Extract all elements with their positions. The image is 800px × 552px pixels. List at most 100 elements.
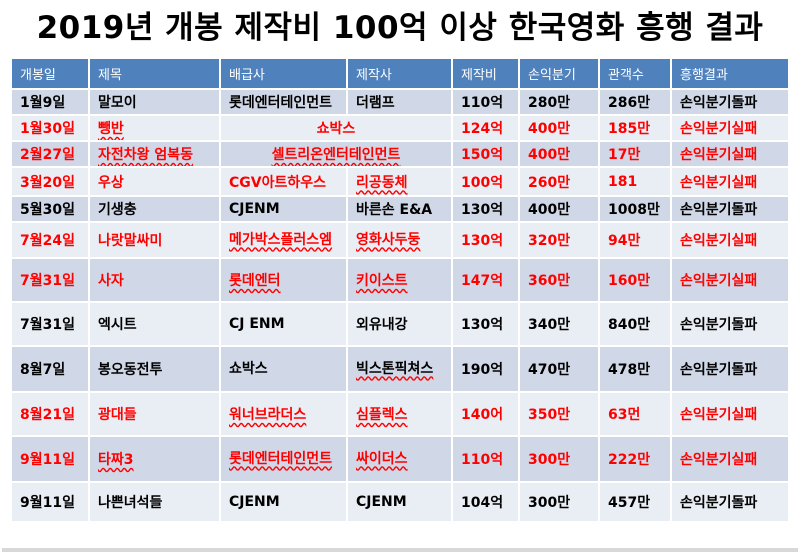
header-release-date: 개봉일 xyxy=(10,57,90,90)
cell-text: 더램프 xyxy=(356,95,395,111)
cell-text: 147억 xyxy=(461,273,504,289)
cell-result: 손익분기실패 xyxy=(670,391,790,437)
cell-title: 광대들 xyxy=(88,391,221,437)
cell-distributor: CJENM xyxy=(219,195,348,223)
cell-audience: 478만 xyxy=(598,345,672,393)
cell-text: 94만 xyxy=(608,233,641,249)
cell-text: 320만 xyxy=(528,233,571,249)
box-office-table: 개봉일 제목 배급사 제작사 제작비 손익분기 관객수 흥행결과 1월9일 말모이… xyxy=(10,57,790,523)
cell-audience: 181 xyxy=(598,166,672,197)
cell-title: 나랏말싸미 xyxy=(88,221,221,259)
cell-text: 124억 xyxy=(461,121,504,137)
cell-title: 나쁜녀석들 xyxy=(88,481,221,523)
cell-text: 손익분기실패 xyxy=(680,233,758,249)
cell-text: 63먼 xyxy=(608,407,641,423)
table-row: 1월30일 뺑반 쇼박스 124억 400만 185만 손익분기실패 xyxy=(10,114,790,142)
cell-break-even: 340만 xyxy=(518,301,600,347)
cell-release-date: 8월21일 xyxy=(10,391,90,437)
cell-text: 우상 xyxy=(98,174,124,191)
cell-result: 손익분기돌파 xyxy=(670,88,790,116)
cell-break-even: 400만 xyxy=(518,140,600,168)
cell-result: 손익분기실패 xyxy=(670,257,790,303)
cell-budget: 130억 xyxy=(451,221,520,259)
cell-producer: 더램프 xyxy=(346,88,453,116)
cell-producer: 외유내강 xyxy=(346,301,453,347)
cell-text: CGV아트하우스 xyxy=(229,174,327,191)
cell-distributor-producer: 쇼박스 xyxy=(219,114,453,142)
cell-text: 롯데엔터테인먼트 xyxy=(229,95,333,111)
table-row: 2월27일 자전차왕 엄복동 셀트리온엔터테인먼트 150억 400만 17만 손익분기실패 xyxy=(10,140,790,168)
cell-distributor: 롯데엔터테인먼트 xyxy=(219,88,348,116)
cell-audience: 160만 xyxy=(598,257,672,303)
cell-release-date: 2월27일 xyxy=(10,140,90,168)
cell-text: 400만 xyxy=(528,121,571,137)
cell-text: 150억 xyxy=(461,147,504,163)
cell-text: 손익분기돌파 xyxy=(680,317,758,333)
cell-title: 봉오동전투 xyxy=(88,345,221,393)
cell-text: 타짜3 xyxy=(98,452,134,468)
cell-text: 110억 xyxy=(461,452,504,468)
cell-text: 185만 xyxy=(608,121,651,137)
cell-text: 키이스트 xyxy=(356,273,408,289)
cell-text: 자전차왕 엄복동 xyxy=(98,147,194,163)
cell-text: 쇼박스 xyxy=(316,121,356,137)
cell-text: 1월30일 xyxy=(20,121,75,137)
cell-title: 말모이 xyxy=(88,88,221,116)
cell-distributor: 롯데엔터테인먼트 xyxy=(219,435,348,483)
cell-text: 뺑반 xyxy=(98,121,124,137)
cell-audience: 17만 xyxy=(598,140,672,168)
cell-text: 7월31일 xyxy=(20,273,75,289)
cell-text: 손익분기실패 xyxy=(680,174,758,191)
cell-result: 손익분기실패 xyxy=(670,114,790,142)
cell-text: 350만 xyxy=(528,407,571,423)
cell-producer: 싸이더스 xyxy=(346,435,453,483)
cell-text: 8월21일 xyxy=(20,407,75,423)
cell-text: 셀트리온엔터테인먼트 xyxy=(271,147,401,163)
cell-result: 손익분기실패 xyxy=(670,166,790,197)
cell-text: 360만 xyxy=(528,273,571,289)
cell-release-date: 7월31일 xyxy=(10,257,90,303)
cell-audience: 222만 xyxy=(598,435,672,483)
cell-release-date: 9월11일 xyxy=(10,435,90,483)
cell-text: 기생충 xyxy=(98,202,137,218)
cell-result: 손익분기돌파 xyxy=(670,195,790,223)
cell-budget: 150억 xyxy=(451,140,520,168)
cell-text: 롯데엔터테인먼트 xyxy=(229,450,333,467)
cell-text: 손익분기돌파 xyxy=(680,95,758,111)
cell-result: 손익분기실패 xyxy=(670,140,790,168)
cell-release-date: 3월20일 xyxy=(10,166,90,197)
cell-text: 7월31일 xyxy=(20,317,75,333)
cell-text: 400만 xyxy=(528,202,571,218)
table-row: 7월24일 나랏말싸미 메가박스플러스엠 영화사두둥 130억 320만 94만 손익분기실패 xyxy=(10,221,790,259)
cell-text: 손익분기돌파 xyxy=(680,202,758,218)
cell-text: 8월7일 xyxy=(20,362,66,378)
cell-text: 말모이 xyxy=(98,95,137,111)
cell-distributor: CJENM xyxy=(219,481,348,523)
cell-audience: 286만 xyxy=(598,88,672,116)
cell-release-date: 1월9일 xyxy=(10,88,90,116)
header-title: 제목 xyxy=(88,57,221,90)
cell-text: 280만 xyxy=(528,95,571,111)
cell-text: 싸이더스 xyxy=(356,450,408,467)
cell-text: 104억 xyxy=(461,495,504,511)
cell-break-even: 320만 xyxy=(518,221,600,259)
cell-break-even: 260만 xyxy=(518,166,600,197)
cell-text: 340만 xyxy=(528,317,571,333)
cell-release-date: 8월7일 xyxy=(10,345,90,393)
cell-text: 100억 xyxy=(461,174,504,191)
cell-title: 사자 xyxy=(88,257,221,303)
cell-release-date: 9월11일 xyxy=(10,481,90,523)
cell-text: 광대들 xyxy=(98,407,137,423)
cell-title: 우상 xyxy=(88,166,221,197)
cell-result: 손익분기실패 xyxy=(670,221,790,259)
cell-text: 외유내강 xyxy=(356,317,408,333)
cell-text: 바른손 E&A xyxy=(356,202,433,218)
cell-distributor: 워너브라더스 xyxy=(219,391,348,437)
cell-text: 워너브라더스 xyxy=(229,407,307,423)
cell-text: 110억 xyxy=(461,95,504,111)
table-row: 9월11일 타짜3 롯데엔터테인먼트 싸이더스 110억 300만 222만 손익분기실패 xyxy=(10,435,790,483)
cell-budget: 130억 xyxy=(451,195,520,223)
cell-text: 9월11일 xyxy=(20,495,75,511)
cell-distributor-producer: 셀트리온엔터테인먼트 xyxy=(219,140,453,168)
cell-text: 160만 xyxy=(608,273,651,289)
